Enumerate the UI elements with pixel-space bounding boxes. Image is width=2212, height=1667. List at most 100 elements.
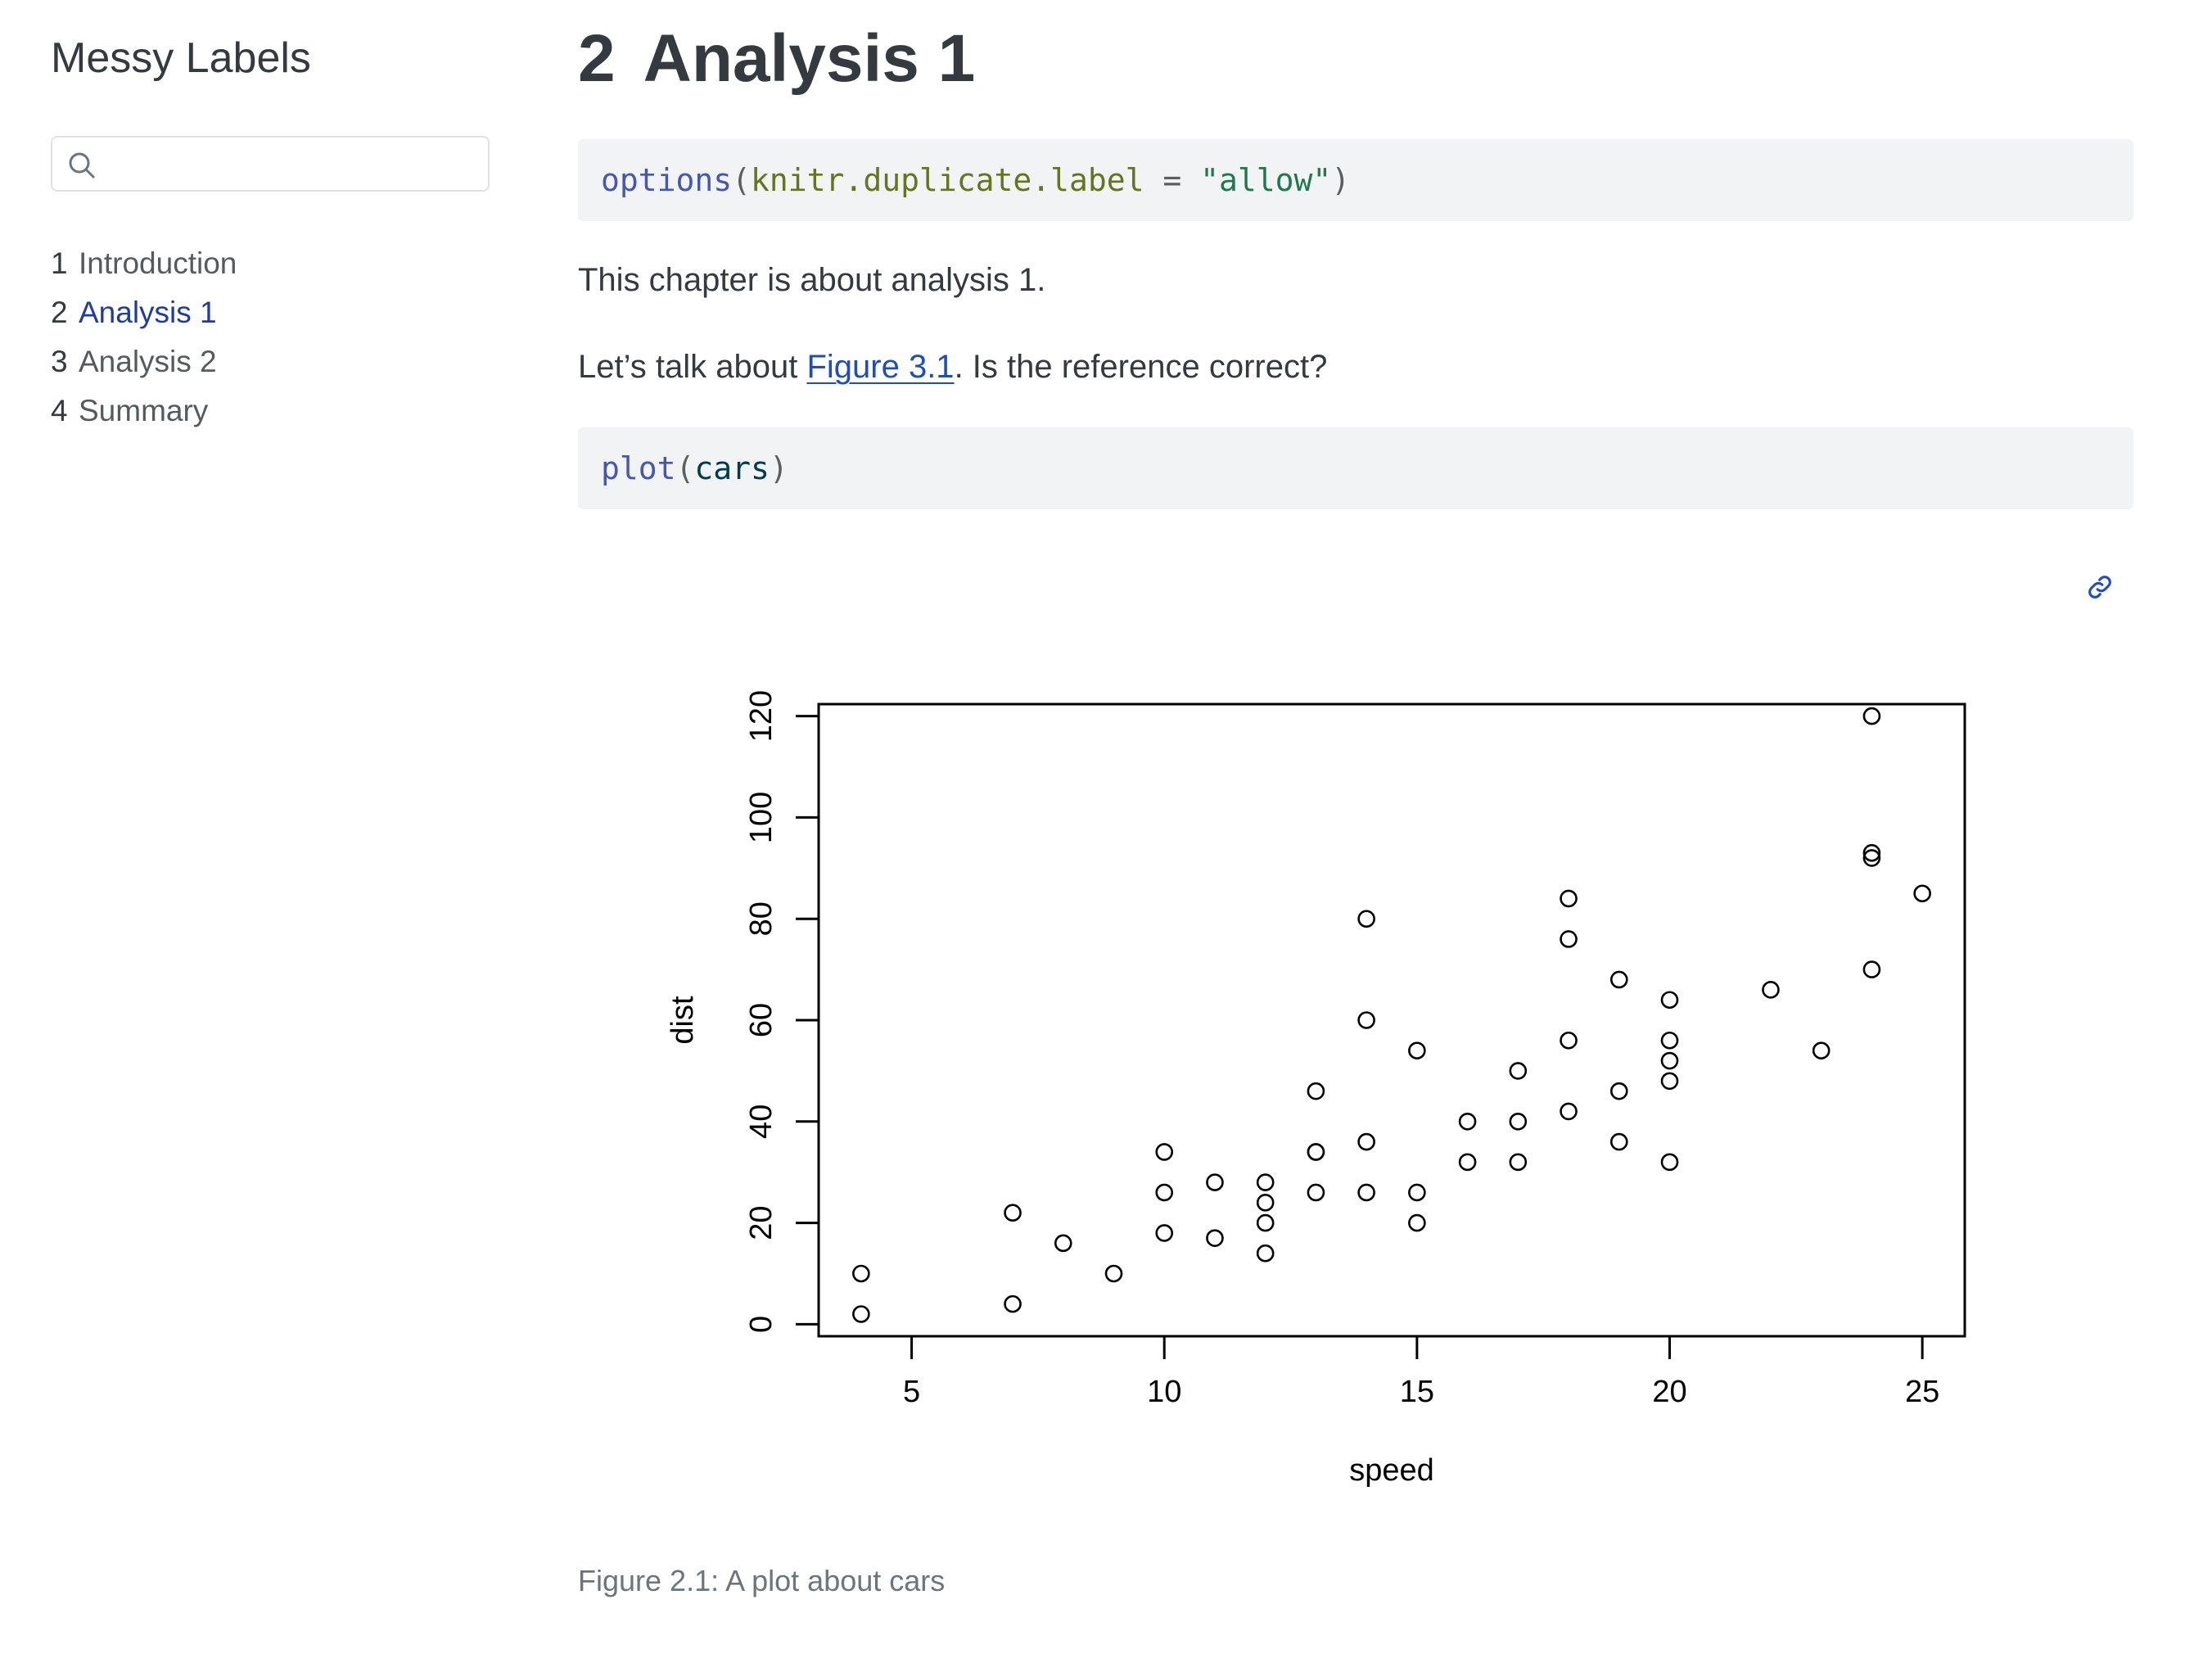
data-point (1560, 930, 1578, 948)
data-point (1104, 1264, 1123, 1283)
y-axis-label: dist (666, 996, 700, 1045)
figure-caption: Figure 2.1: A plot about cars (578, 1561, 945, 1601)
sidebar: Messy Labels 1 Introduction 2 Analysis 1 3… (51, 25, 493, 427)
data-point (1307, 1183, 1325, 1202)
y-tick-label: 0 (744, 1316, 779, 1333)
data-point (1609, 1132, 1628, 1151)
x-axis-label: speed (1349, 1453, 1434, 1488)
code-string: "allow" (1200, 162, 1332, 198)
plot-frame (817, 702, 1966, 1338)
data-point (1206, 1229, 1224, 1247)
data-point (1862, 843, 1881, 862)
site-title[interactable]: Messy Labels (51, 34, 311, 82)
page-title: 2 Analysis 1 (578, 18, 975, 100)
data-point (1307, 1143, 1325, 1161)
data-point (1660, 1153, 1679, 1172)
data-point (1509, 1062, 1528, 1080)
code-function: plot (601, 450, 676, 486)
code-block-options[interactable]: options(knitr.duplicate.label = "allow") (578, 139, 2133, 221)
data-point (1155, 1224, 1174, 1242)
data-point (1004, 1204, 1022, 1222)
data-point (1609, 1082, 1628, 1100)
figure-caption-prefix: Figure 2.1: (578, 1564, 726, 1597)
sidebar-item-analysis-2[interactable]: 3 Analysis 2 (51, 337, 493, 386)
data-point (1660, 1031, 1679, 1050)
search-box[interactable] (51, 136, 490, 192)
sidebar-item-label: Analysis 1 (79, 296, 217, 329)
figure-caption-text: A plot about cars (725, 1564, 946, 1597)
data-point (1660, 991, 1679, 1010)
x-tick-label: 15 (1400, 1375, 1434, 1409)
data-point (1862, 960, 1881, 978)
data-point (1256, 1173, 1275, 1191)
data-point (1256, 1213, 1275, 1232)
x-tick-label: 5 (903, 1375, 920, 1409)
paragraph-text: . Is the reference correct? (954, 349, 1328, 385)
data-point (1913, 884, 1931, 903)
y-tick-label: 40 (744, 1105, 779, 1139)
data-point (1509, 1112, 1528, 1131)
paragraph-intro: This chapter is about analysis 1. (578, 262, 1046, 298)
code-operator: = (1144, 162, 1201, 198)
data-point (1004, 1294, 1022, 1313)
data-point (1206, 1173, 1224, 1191)
paragraph-reference: Let’s talk about Figure 3.1. Is the refe… (578, 344, 1327, 390)
code-function: options (601, 162, 733, 198)
data-point (1660, 1072, 1679, 1091)
plot-area: 5 10 15 20 25 0 20 40 60 80 100 120 (744, 690, 1966, 1409)
sidebar-item-introduction[interactable]: 1 Introduction (51, 239, 493, 288)
data-point (1560, 1031, 1578, 1050)
data-point (1155, 1183, 1174, 1202)
code-argument-name: knitr.duplicate.label (751, 162, 1144, 198)
data-point (1560, 889, 1578, 908)
figure-reference-link[interactable]: Figure 3.1 (806, 349, 955, 385)
search-input[interactable] (111, 144, 475, 185)
sidebar-item-number: 4 (51, 394, 68, 427)
y-tick-label: 60 (744, 1003, 779, 1037)
data-point (1256, 1194, 1275, 1212)
x-tick-label: 20 (1652, 1375, 1686, 1409)
data-point (1054, 1234, 1072, 1253)
data-point (1560, 1102, 1578, 1121)
x-tick-label: 10 (1147, 1375, 1181, 1409)
data-point (1609, 970, 1628, 989)
sidebar-item-number: 1 (51, 246, 68, 280)
sidebar-item-number: 3 (51, 345, 68, 378)
link-icon[interactable] (2086, 573, 2114, 601)
code-paren: ( (675, 450, 695, 486)
data-point (1155, 1143, 1174, 1161)
data-point (1357, 1132, 1375, 1151)
data-point (1509, 1153, 1528, 1172)
data-point (1862, 849, 1881, 867)
data-point (1408, 1041, 1426, 1059)
sidebar-item-label: Analysis 2 (79, 345, 217, 378)
data-point (1256, 1244, 1275, 1263)
code-argument: cars (694, 450, 770, 486)
data-point (1812, 1041, 1831, 1059)
data-point (1357, 910, 1375, 928)
data-point (1660, 1051, 1679, 1070)
sidebar-item-number: 2 (51, 296, 68, 329)
y-tick-label: 120 (744, 690, 779, 742)
x-tick-label: 25 (1905, 1375, 1939, 1409)
y-tick-label: 100 (744, 792, 779, 843)
data-point (1357, 1011, 1375, 1029)
code-paren: ( (732, 162, 752, 198)
data-point (1408, 1183, 1426, 1202)
scatter-plot: 5 10 15 20 25 0 20 40 60 80 100 120 speed dist (666, 690, 1966, 1488)
y-tick-label: 20 (744, 1205, 779, 1240)
search-icon (69, 152, 95, 178)
code-paren: ) (769, 450, 788, 486)
sidebar-item-label: Introduction (79, 246, 237, 280)
data-point (1458, 1153, 1477, 1172)
data-point (852, 1305, 870, 1323)
data-point (1458, 1112, 1477, 1131)
paragraph-text: Let’s talk about (578, 349, 807, 385)
sidebar-item-summary[interactable]: 4 Summary (51, 386, 493, 436)
code-paren: ) (1331, 162, 1351, 198)
sidebar-item-analysis-1[interactable]: 2 Analysis 1 (51, 288, 493, 337)
sidebar-item-label: Summary (79, 394, 209, 427)
code-block-plot[interactable]: plot(cars) (578, 427, 2133, 509)
chapter-title-text: Analysis 1 (643, 21, 976, 96)
